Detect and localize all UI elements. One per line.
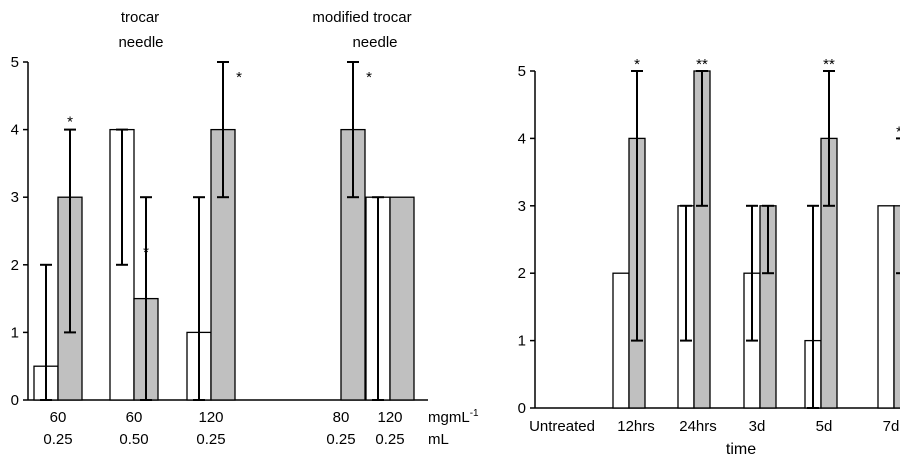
left-group-label-line1: trocar	[121, 9, 159, 26]
left-chart-annotation-1: *	[143, 244, 149, 261]
left-chart-annotation-3: *	[366, 69, 372, 86]
right-chart-bar-s0-5	[877, 205, 895, 409]
right-chart: 012345*******Untreated12hrs24hrs3d5d7dti…	[518, 56, 900, 458]
left-chart-annotation-2: *	[236, 69, 242, 86]
right-chart-ytick-label-0: 0	[518, 400, 526, 417]
left-chart-ytick-label-5: 5	[11, 54, 19, 71]
left-xtick-volume-4: 0.25	[375, 431, 404, 448]
right-chart-annotation-5: **	[896, 123, 900, 140]
right-chart-annotation-2: **	[696, 56, 708, 73]
left-chart-ytick-label-3: 3	[11, 189, 19, 206]
left-xtick-dose-2: 120	[198, 409, 223, 426]
left-group-label-line2: needle	[118, 34, 163, 51]
right-xtick-1: 12hrs	[617, 418, 655, 435]
left-xtick-dose-4: 120	[377, 409, 402, 426]
right-chart-bar-s1-5	[893, 205, 900, 409]
right-xtick-4: 5d	[816, 418, 833, 435]
right-xtick-3: 3d	[749, 418, 766, 435]
left-xtick-volume-2: 0.25	[196, 431, 225, 448]
right-chart-ytick-label-1: 1	[518, 333, 526, 350]
right-chart-bar-s0-1	[612, 272, 630, 409]
right-xtick-5: 7d	[883, 418, 900, 435]
left-chart: 0 1 2 3 4 5 * * * * 60 0.25 60 0.50 120 0.25 80 0.25 120 0.…	[11, 54, 428, 448]
right-chart-annotation-1: *	[634, 56, 640, 73]
left-group2-label-line1: modified trocar	[312, 9, 411, 26]
right-xtick-2: 24hrs	[679, 418, 717, 435]
left-chart-ytick-label-2: 2	[11, 257, 19, 274]
right-chart-ytick-label-3: 3	[518, 198, 526, 215]
left-chart-ytick-label-1: 1	[11, 324, 19, 341]
left-xtick-dose-3: 80	[333, 409, 350, 426]
left-volume-unit: mL	[428, 431, 449, 448]
left-xtick-volume-3: 0.25	[326, 431, 355, 448]
left-dose-unit-exponent: -1	[470, 408, 479, 419]
left-chart-bar-s1-4	[389, 196, 415, 401]
right-chart-annotation-4: **	[823, 56, 835, 73]
left-dose-unit: mgmL-1	[428, 408, 479, 426]
left-xtick-dose-0: 60	[50, 409, 67, 426]
left-group2-label-line2: needle	[352, 34, 397, 51]
right-xtick-0: Untreated	[529, 418, 595, 435]
left-xtick-dose-1: 60	[126, 409, 143, 426]
left-xtick-volume-0: 0.25	[43, 431, 72, 448]
left-chart-ytick-label-4: 4	[11, 122, 19, 139]
right-chart-ytick-label-4: 4	[518, 130, 526, 147]
left-xtick-volume-1: 0.50	[119, 431, 148, 448]
right-xlabel: time	[726, 441, 756, 458]
left-chart-annotation-0: *	[67, 114, 73, 131]
right-chart-ytick-label-2: 2	[518, 265, 526, 282]
left-chart-bar-s1-3	[340, 128, 366, 401]
left-chart-ytick-label-0: 0	[11, 392, 19, 409]
right-chart-ytick-label-5: 5	[518, 63, 526, 80]
